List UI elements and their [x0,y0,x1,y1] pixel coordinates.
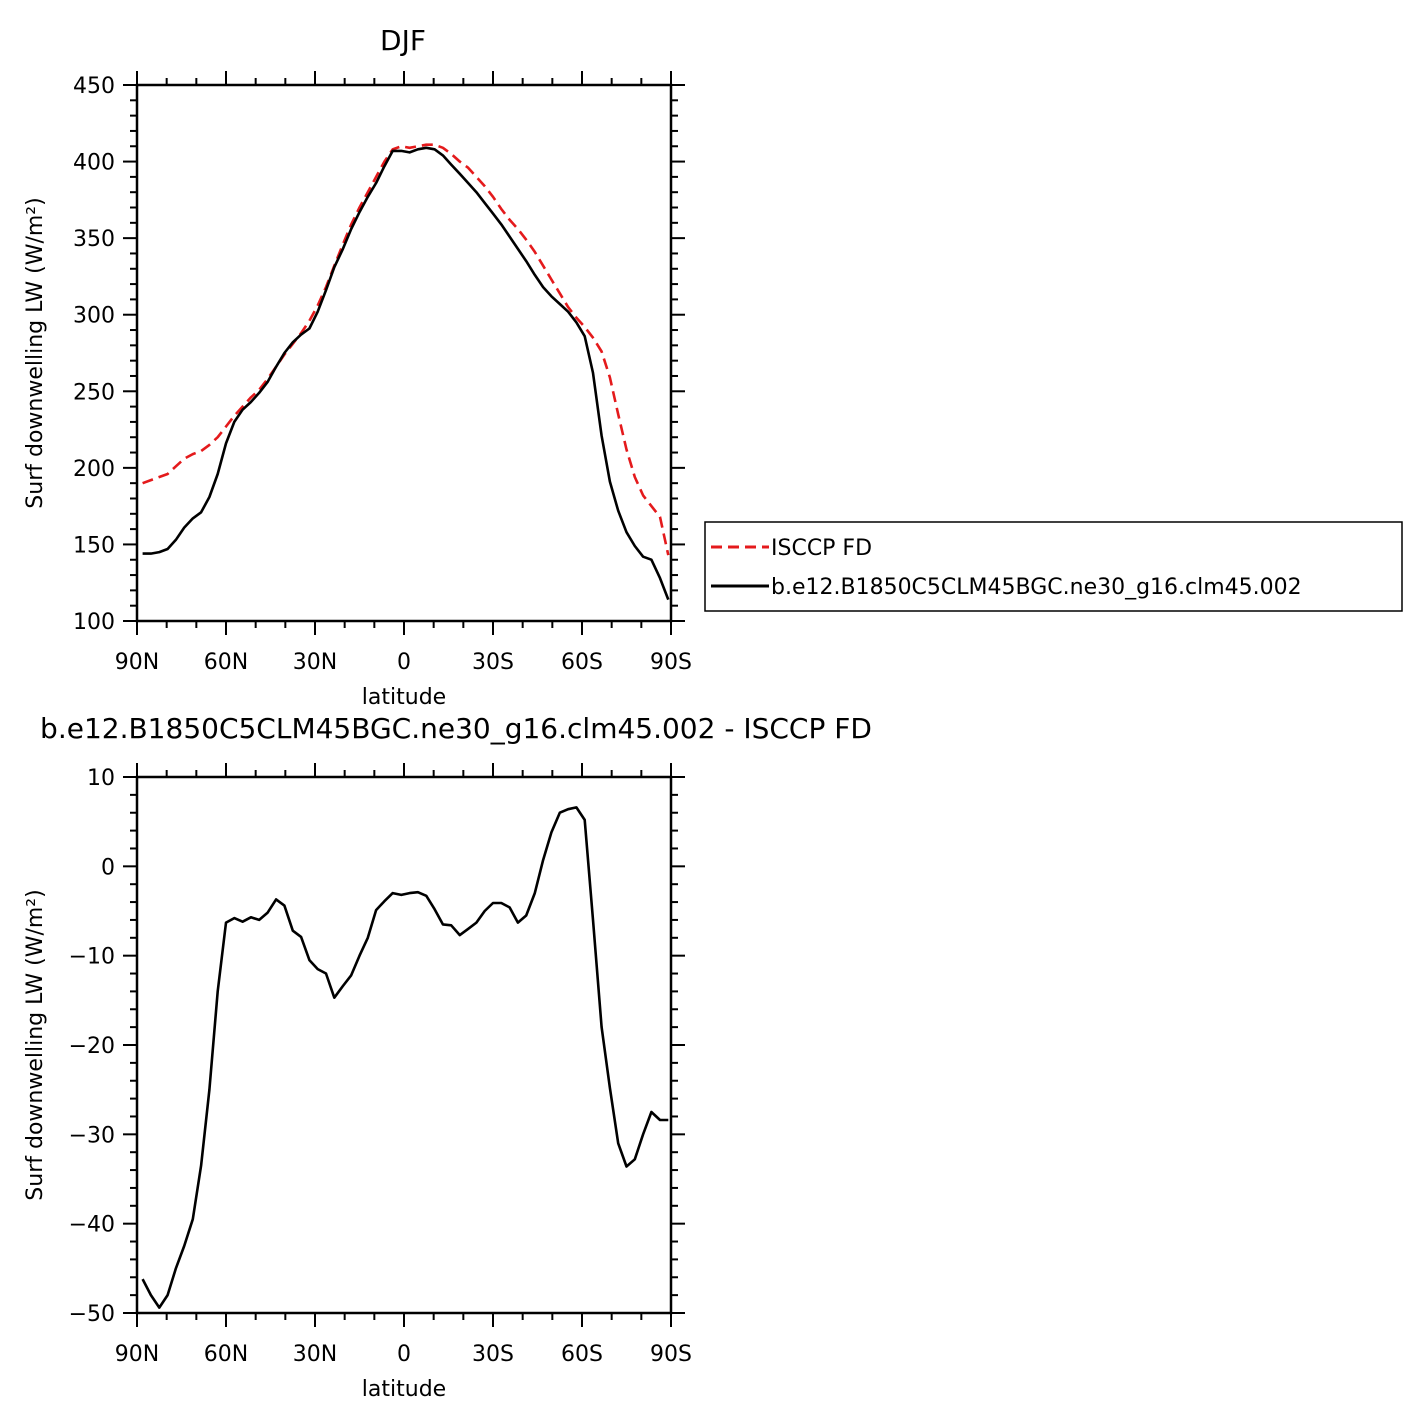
bottom-y-axis-label: Surf downwelling LW (W/m²) [23,889,48,1200]
bottom-series-lines [141,806,669,1309]
top-y-tick-label: 100 [73,610,115,635]
top-x-tick-label: 60S [561,650,603,675]
top-series-line-1 [142,146,670,601]
top-x-tick-label: 30S [472,650,514,675]
bottom-y-tick-label: 0 [101,855,115,880]
bottom-plot-frame [135,775,673,1315]
bottom-panel: b.e12.B1850C5CLM45BGC.ne30_g16.clm45.002… [23,712,872,1402]
top-y-tick-label: 200 [73,457,115,482]
top-y-tick-label: 450 [73,74,115,99]
top-series-lines [142,143,670,601]
top-plot-frame [135,83,673,623]
top-y-tick-label: 350 [73,227,115,252]
top-x-tick-label: 90S [650,650,692,675]
top-x-ticks: 90N 60N 30N 0 30S 60S 90S [115,71,692,675]
bottom-x-tick-label: 0 [397,1342,411,1367]
bottom-chart-title: b.e12.B1850C5CLM45BGC.ne30_g16.clm45.002… [40,712,872,745]
bottom-x-tick-label: 30S [472,1342,514,1367]
top-y-tick-label: 400 [73,151,115,176]
bottom-x-ticks: 90N 60N 30N 0 30S 60S 90S [115,763,692,1367]
bottom-x-tick-label: 90N [115,1342,159,1367]
legend-box [704,521,1403,612]
top-panel: DJF 100 150 200 250 300 350 400 450 90N 60N 30N 0 3… [23,24,692,710]
top-y-axis-label: Surf downwelling LW (W/m²) [23,197,48,508]
legend: ISCCP FD b.e12.B1850C5CLM45BGC.ne30_g16.… [704,521,1403,612]
legend-label-model: b.e12.B1850C5CLM45BGC.ne30_g16.clm45.002 [771,575,1302,600]
bottom-y-tick-label: 10 [87,766,115,791]
top-y-tick-label: 150 [73,533,115,558]
bottom-x-tick-label: 60N [204,1342,248,1367]
top-x-tick-label: 90N [115,650,159,675]
top-y-tick-label: 300 [73,304,115,329]
top-x-tick-label: 60N [204,650,248,675]
top-y-ticks: 100 150 200 250 300 350 400 450 [73,74,685,635]
top-chart-title: DJF [380,24,426,57]
top-y-tick-label: 250 [73,380,115,405]
bottom-x-tick-label: 60S [561,1342,603,1367]
bottom-y-tick-label: −20 [69,1034,115,1059]
top-x-tick-label: 0 [397,650,411,675]
legend-label-isccp: ISCCP FD [771,536,872,561]
bottom-x-axis-label: latitude [362,1377,446,1402]
bottom-y-tick-label: −40 [69,1213,115,1238]
bottom-series-line-0 [141,806,669,1309]
bottom-x-tick-label: 30N [293,1342,337,1367]
bottom-y-tick-label: −10 [69,945,115,970]
bottom-y-tick-label: −50 [69,1302,115,1327]
top-x-tick-label: 30N [293,650,337,675]
top-series-line-0 [142,143,670,556]
bottom-y-ticks: −50 −40 −30 −20 −10 0 10 [69,766,685,1327]
top-x-axis-label: latitude [362,685,446,710]
bottom-x-tick-label: 90S [650,1342,692,1367]
bottom-y-tick-label: −30 [69,1123,115,1148]
